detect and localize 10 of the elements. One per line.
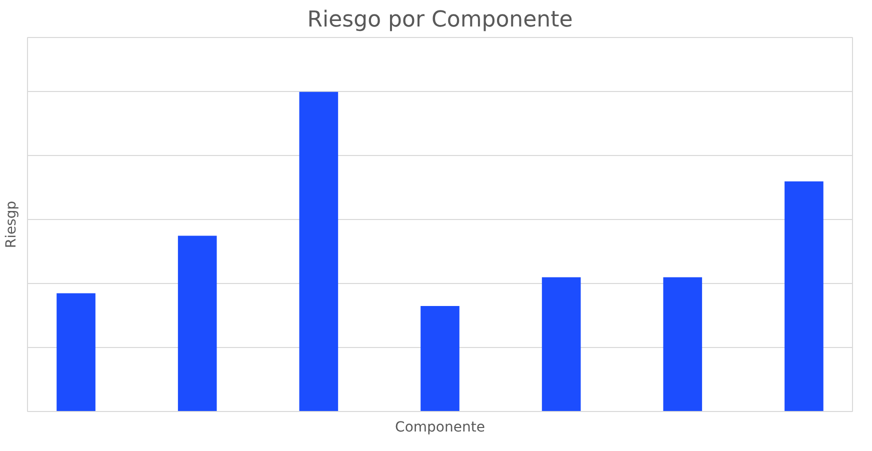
y-axis-title: Riesgp (4, 200, 20, 248)
chart-title: Riesgo por Componente (307, 8, 573, 32)
bar (56, 293, 96, 412)
bar (420, 306, 460, 412)
x-axis-title: Componente (395, 420, 485, 436)
bar (663, 277, 702, 412)
bar (542, 277, 581, 412)
bar (178, 236, 217, 412)
bar (784, 181, 824, 412)
bar (299, 92, 338, 412)
